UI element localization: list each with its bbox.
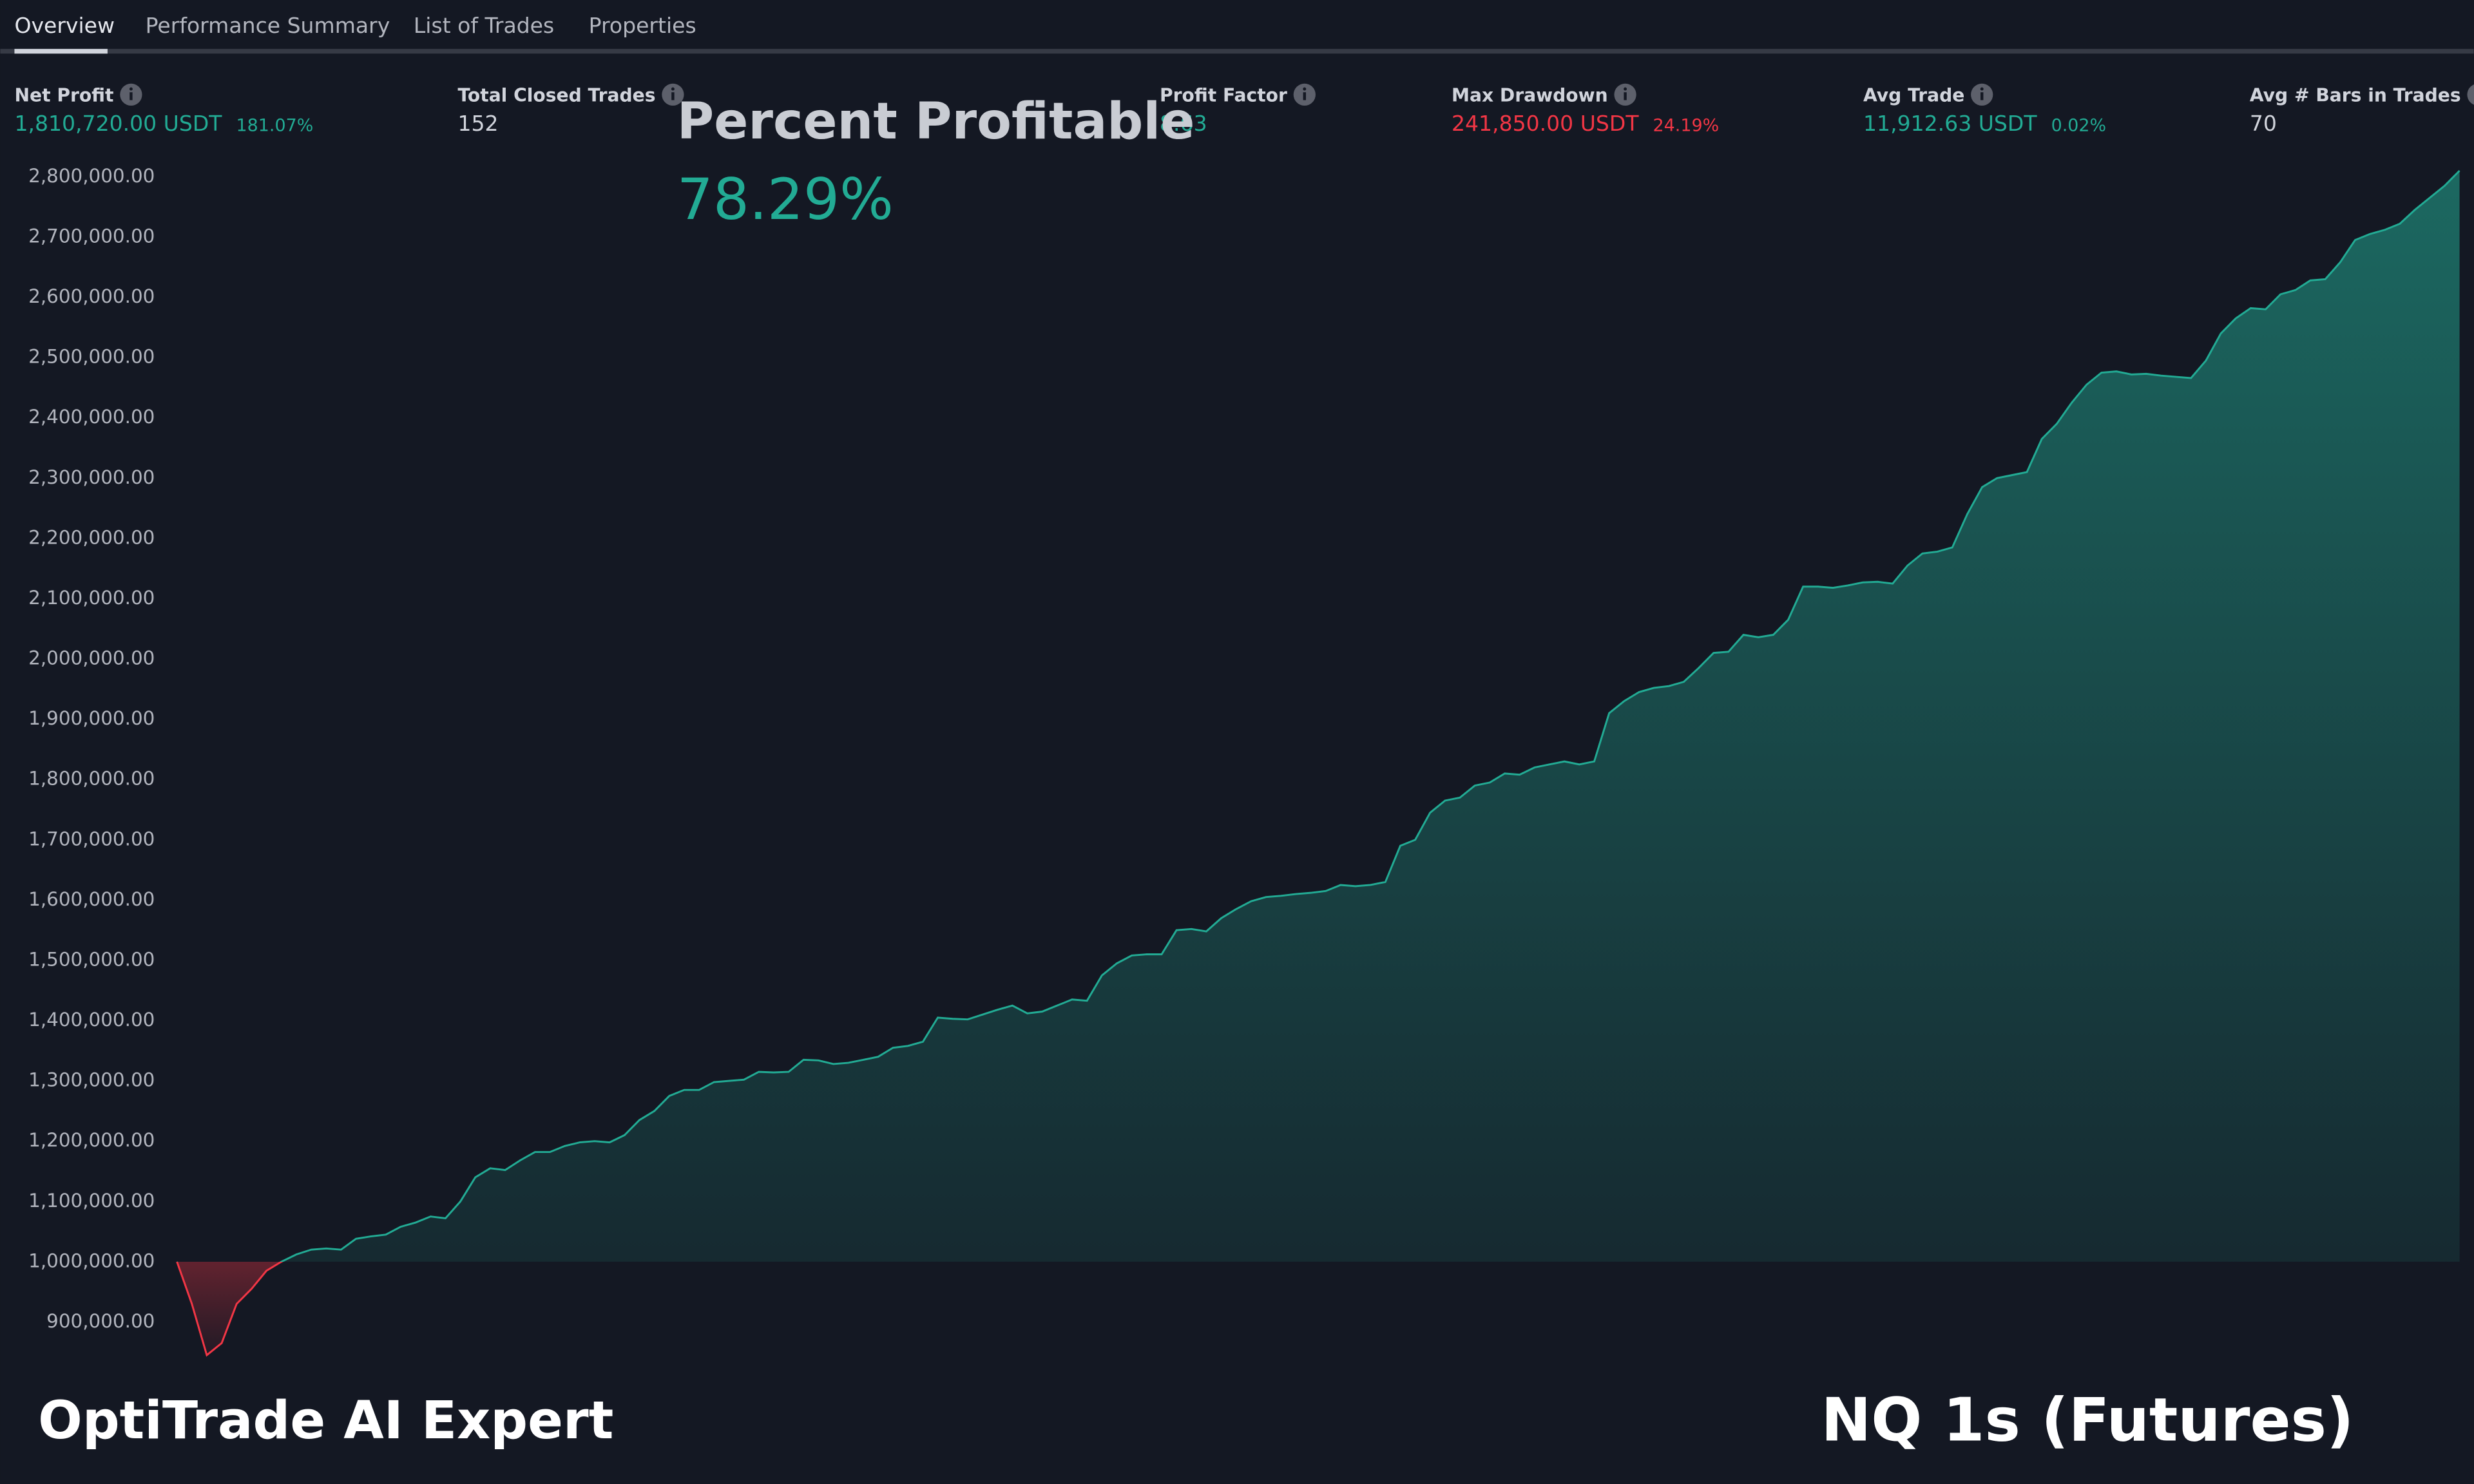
y-tick-label: 2,600,000.00 — [28, 285, 155, 307]
y-tick-label: 1,300,000.00 — [28, 1069, 155, 1091]
metric-label: Profit Factor — [1160, 84, 1287, 106]
info-icon-glyph — [129, 92, 133, 100]
info-icon-glyph — [1624, 92, 1627, 100]
active-tab-indicator — [14, 48, 108, 54]
metric-label: Net Profit — [14, 84, 113, 106]
y-tick-label: 1,100,000.00 — [28, 1190, 155, 1212]
info-icon-glyph — [671, 92, 675, 100]
metric-label: Total Closed Trades — [457, 84, 655, 106]
y-tick-label: 1,000,000.00 — [28, 1250, 155, 1271]
metric-label: Avg # Bars in Trades — [2250, 84, 2461, 106]
instrument: NQ 1s (Futures) — [1821, 1385, 2354, 1454]
metric-change: 24.19% — [1653, 115, 1720, 135]
y-tick-label: 2,700,000.00 — [28, 225, 155, 247]
metric-label: Max Drawdown — [1452, 84, 1608, 106]
metric-value: 241,850.00 USDT — [1452, 111, 1639, 136]
equity-area — [177, 171, 2460, 1355]
info-icon-glyph — [1303, 92, 1307, 100]
y-tick-label: 1,700,000.00 — [28, 828, 155, 850]
equity-line — [176, 169, 2460, 1357]
info-icon-glyph — [671, 87, 675, 91]
y-tick-label: 900,000.00 — [46, 1310, 155, 1332]
brand: OptiTrade AI Expert — [38, 1391, 613, 1451]
y-tick-label: 1,400,000.00 — [28, 1009, 155, 1031]
info-icon-glyph — [1980, 87, 1984, 91]
metric-value: 8.63 — [1160, 111, 1207, 136]
y-tick-label: 2,400,000.00 — [28, 406, 155, 428]
y-tick-label: 1,200,000.00 — [28, 1129, 155, 1151]
metric-value: 1,810,720.00 USDT — [14, 111, 222, 136]
info-icon-glyph — [1303, 87, 1307, 91]
y-tick-label: 2,200,000.00 — [28, 526, 155, 548]
y-tick-label: 1,900,000.00 — [28, 707, 155, 729]
y-tick-label: 2,100,000.00 — [28, 587, 155, 609]
overlay-value: 78.29% — [677, 166, 894, 233]
y-tick-label: 2,300,000.00 — [28, 466, 155, 488]
y-tick-label: 2,800,000.00 — [28, 165, 155, 187]
metric-change: 0.02% — [2051, 115, 2107, 135]
y-tick-label: 1,600,000.00 — [28, 888, 155, 910]
tab[interactable]: Properties — [589, 13, 696, 38]
info-icon — [2467, 84, 2474, 105]
metric-value: 152 — [457, 111, 498, 136]
info-icon-glyph — [1980, 92, 1984, 100]
tab-bar-line — [0, 48, 2474, 54]
y-tick-label: 1,500,000.00 — [28, 948, 155, 970]
tab[interactable]: Overview — [14, 13, 115, 38]
y-tick-label: 2,000,000.00 — [28, 647, 155, 669]
y-tick-label: 1,800,000.00 — [28, 768, 155, 790]
metric-change: 181.07% — [236, 115, 314, 135]
tab[interactable]: List of Trades — [414, 13, 554, 38]
tab[interactable]: Performance Summary — [146, 13, 390, 38]
metric-value: 11,912.63 USDT — [1863, 111, 2037, 136]
y-tick-label: 2,500,000.00 — [28, 346, 155, 368]
metric-value: 70 — [2250, 111, 2277, 136]
info-icon-glyph — [129, 87, 133, 91]
metric-label: Avg Trade — [1863, 84, 1964, 106]
overlay-title: Percent Profitable — [677, 92, 1195, 151]
info-icon-glyph — [1624, 87, 1627, 91]
